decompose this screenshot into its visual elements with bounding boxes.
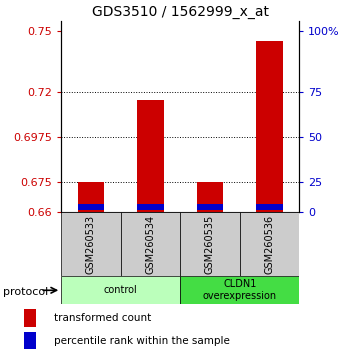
- Text: GSM260536: GSM260536: [265, 215, 274, 274]
- Bar: [197, 182, 223, 212]
- Text: CLDN1
overexpression: CLDN1 overexpression: [203, 279, 277, 301]
- Text: GSM260535: GSM260535: [205, 215, 215, 274]
- Bar: [256, 204, 283, 210]
- Bar: [78, 204, 104, 210]
- Title: GDS3510 / 1562999_x_at: GDS3510 / 1562999_x_at: [92, 5, 269, 19]
- Bar: [256, 41, 283, 212]
- Bar: [24, 309, 36, 327]
- Text: transformed count: transformed count: [54, 313, 152, 323]
- Bar: [180, 276, 299, 304]
- Text: control: control: [104, 285, 138, 295]
- Text: GSM260533: GSM260533: [86, 215, 96, 274]
- Bar: [121, 212, 180, 276]
- Text: percentile rank within the sample: percentile rank within the sample: [54, 336, 230, 346]
- Bar: [24, 332, 36, 349]
- Bar: [137, 204, 164, 210]
- Text: GSM260534: GSM260534: [146, 215, 155, 274]
- Bar: [61, 212, 121, 276]
- Bar: [180, 212, 240, 276]
- Bar: [240, 212, 299, 276]
- Bar: [78, 182, 104, 212]
- Bar: [61, 276, 180, 304]
- Text: protocol: protocol: [3, 287, 49, 297]
- Bar: [197, 204, 223, 210]
- Bar: [137, 100, 164, 212]
